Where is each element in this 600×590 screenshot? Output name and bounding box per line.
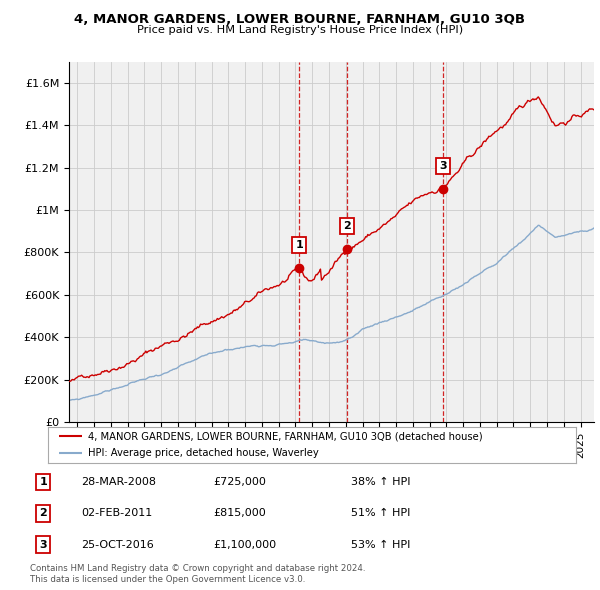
Text: £815,000: £815,000 [213, 509, 266, 518]
Text: 51% ↑ HPI: 51% ↑ HPI [351, 509, 410, 518]
Text: 2: 2 [343, 221, 351, 231]
Text: 2: 2 [40, 509, 47, 518]
Text: 4, MANOR GARDENS, LOWER BOURNE, FARNHAM, GU10 3QB: 4, MANOR GARDENS, LOWER BOURNE, FARNHAM,… [74, 13, 526, 26]
Text: Contains HM Land Registry data © Crown copyright and database right 2024.: Contains HM Land Registry data © Crown c… [30, 565, 365, 573]
Text: This data is licensed under the Open Government Licence v3.0.: This data is licensed under the Open Gov… [30, 575, 305, 584]
Text: £1,100,000: £1,100,000 [213, 540, 276, 549]
Text: 3: 3 [40, 540, 47, 549]
Text: 38% ↑ HPI: 38% ↑ HPI [351, 477, 410, 487]
Text: 3: 3 [439, 160, 447, 171]
Text: HPI: Average price, detached house, Waverley: HPI: Average price, detached house, Wave… [88, 448, 319, 458]
Text: 53% ↑ HPI: 53% ↑ HPI [351, 540, 410, 549]
Text: £725,000: £725,000 [213, 477, 266, 487]
Text: 4, MANOR GARDENS, LOWER BOURNE, FARNHAM, GU10 3QB (detached house): 4, MANOR GARDENS, LOWER BOURNE, FARNHAM,… [88, 431, 482, 441]
Text: 1: 1 [40, 477, 47, 487]
Text: 25-OCT-2016: 25-OCT-2016 [81, 540, 154, 549]
Text: 1: 1 [296, 240, 304, 250]
Text: 28-MAR-2008: 28-MAR-2008 [81, 477, 156, 487]
Text: Price paid vs. HM Land Registry's House Price Index (HPI): Price paid vs. HM Land Registry's House … [137, 25, 463, 35]
Text: 02-FEB-2011: 02-FEB-2011 [81, 509, 152, 518]
